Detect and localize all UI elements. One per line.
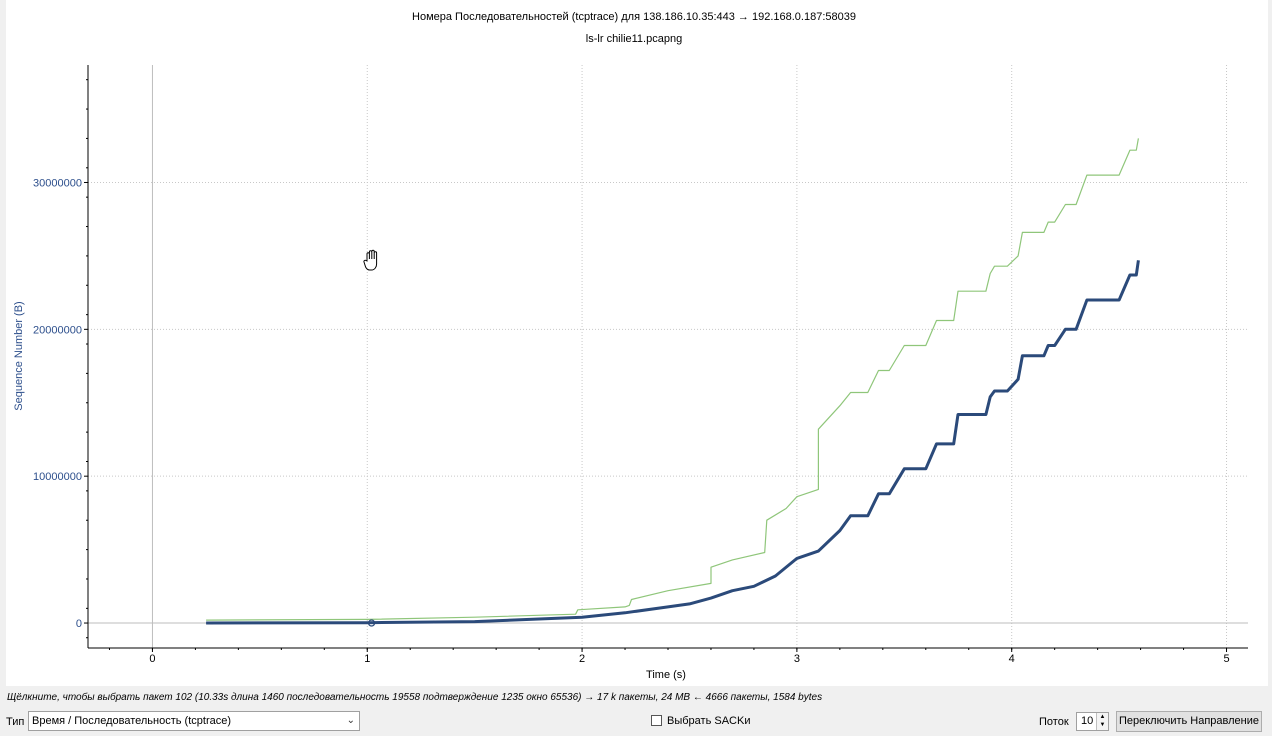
x-tick-label: 1 [364, 653, 370, 665]
axes-layer: 0 1 2 3 4 5 0 10000000 20000000 30000000 [33, 65, 1248, 665]
y-tick-label: 0 [76, 618, 82, 630]
controls-bar: Тип Время / Последовательность (tcptrace… [0, 710, 1272, 736]
stream-value: 10 [1081, 715, 1094, 727]
chart-title: Номера Последовательностей (tcptrace) дл… [412, 11, 856, 23]
x-tick-label: 0 [149, 653, 155, 665]
stream-spinbox[interactable]: 10 ▲ ▼ [1076, 712, 1109, 731]
y-tick-label: 30000000 [33, 177, 82, 189]
x-tick-label: 3 [794, 653, 800, 665]
stream-label: Поток [1039, 716, 1069, 728]
status-line: Щёлкните, чтобы выбрать пакет 102 (10.33… [7, 692, 823, 703]
x-tick-label: 5 [1223, 653, 1229, 665]
sack-label[interactable]: Выбрать SACKи [667, 715, 751, 727]
type-label: Тип [6, 716, 25, 728]
y-axis-label: Sequence Number (B) [13, 301, 25, 410]
switch-direction-button[interactable]: Переключить Направление [1116, 711, 1262, 732]
chevron-down-icon: ⌄ [346, 715, 355, 726]
x-tick-label: 2 [579, 653, 585, 665]
x-tick-label: 4 [1009, 653, 1015, 665]
chart-subtitle: ls-lr chilie11.pcapng [586, 33, 682, 45]
x-axis-label: Time (s) [646, 669, 686, 681]
sequence-line [206, 260, 1140, 625]
type-select-value: Время / Последовательность (tcptrace) [32, 715, 231, 727]
plot-area[interactable]: Номера Последовательностей (tcptrace) дл… [6, 0, 1268, 686]
marker-layer [367, 619, 376, 627]
chart-svg[interactable]: Номера Последовательностей (tcptrace) дл… [6, 0, 1268, 686]
y-tick-label: 10000000 [33, 471, 82, 483]
grid-layer [88, 65, 1248, 648]
type-select[interactable]: Время / Последовательность (tcptrace) ⌄ [28, 711, 360, 731]
window-line [206, 138, 1139, 621]
hand-cursor-icon [363, 249, 378, 271]
y-tick-label: 20000000 [33, 324, 82, 336]
sack-checkbox[interactable] [651, 715, 662, 726]
series-layer [206, 138, 1140, 625]
selected-point-marker [367, 619, 376, 627]
spinner-arrows-icon[interactable]: ▲ ▼ [1096, 713, 1108, 730]
